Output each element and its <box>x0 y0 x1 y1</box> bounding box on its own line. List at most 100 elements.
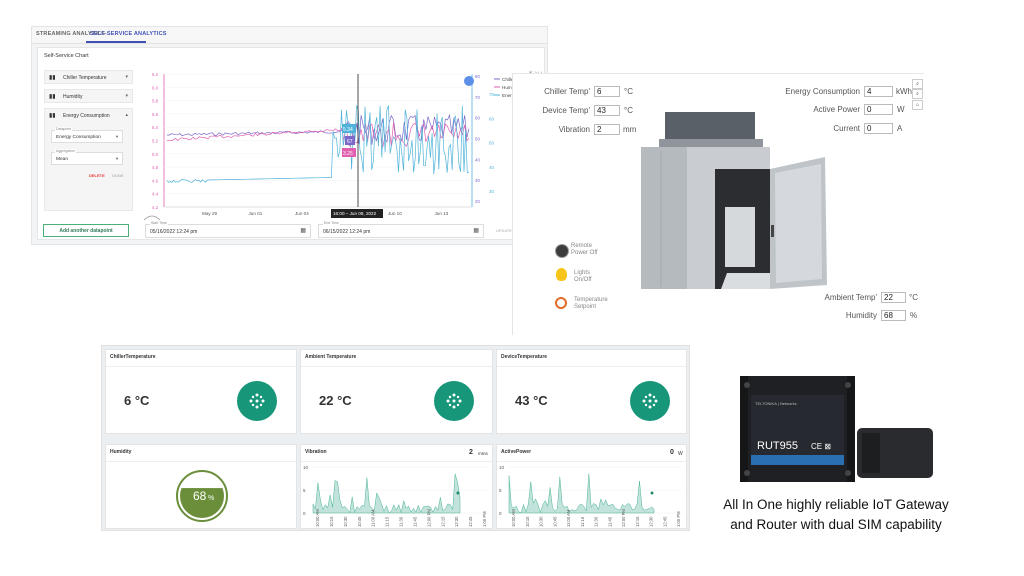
cold-room-container-image <box>641 112 827 289</box>
x-tick-label: 12:00 PM <box>621 509 626 527</box>
x-tick-label: 10:15 <box>329 516 334 527</box>
x-tick-label: May 29 <box>202 211 218 216</box>
zoom-out-icon[interactable]: ⌕ <box>912 89 923 99</box>
datapoint-energy-consumption[interactable]: ▮▮ Energy Consumption ▴ Datapoint Energy… <box>44 108 133 211</box>
right-axis-ticks: 80 70 60 50 40 30 20 <box>475 74 480 204</box>
x-tick-label: 10:00 AM <box>511 509 516 527</box>
delete-button[interactable]: DELETE <box>89 173 105 178</box>
right-tick-label: 80 <box>475 74 480 79</box>
x-tick-label: 11:30 <box>399 516 404 527</box>
end-time-input[interactable]: End Time 06/15/2022 12:24 pm ▦ <box>318 221 484 238</box>
router-caption-line2: and Router with dual SIM capability <box>730 517 942 532</box>
analytics-tabbar: STREAMING ANALYTICS SELF-SERVICE ANALYTI… <box>32 27 547 44</box>
router-model-label: RUT955 <box>757 440 798 452</box>
x-tick-label: Jun 04 <box>295 211 309 216</box>
start-time-label: Start Time <box>150 221 168 225</box>
calendar-icon[interactable]: ▦ <box>473 228 479 234</box>
tile-title: Ambient Temperature <box>305 354 357 360</box>
chevron-up-icon[interactable]: ▴ <box>125 112 128 118</box>
tile-value: 43 °C <box>515 393 548 408</box>
energy-consumption-value: 4 <box>864 86 893 97</box>
x-tick-label: 12:30 <box>649 516 654 527</box>
snowflake-icon <box>237 381 277 421</box>
zoom-in-icon[interactable]: ⌕ <box>912 79 923 89</box>
chart-series <box>166 105 470 183</box>
dashboard-panel: ChillerTemperature 6 °C Ambient Temperat… <box>101 345 690 531</box>
left-tick-label: 5.6 <box>152 112 159 117</box>
energy-consumption-label: Energy Consumption <box>785 87 860 96</box>
home-icon[interactable]: ⌂ <box>912 100 923 110</box>
x-tick-label: Jun 13 <box>435 211 449 216</box>
datapoint-chiller-temperature[interactable]: ▮▮ Chiller Temperature ▾ <box>44 70 133 84</box>
router-caption-line1: All In One highly reliable IoT Gateway <box>723 497 949 512</box>
aggregation-select[interactable]: Aggregation Mean ▼ <box>51 149 123 165</box>
tile-title: ChillerTemperature <box>110 354 156 360</box>
tooltip-chip-energy <box>342 124 356 133</box>
chiller-temperature-tile: ChillerTemperature 6 °C <box>105 349 297 434</box>
right-tick-label: 30 <box>475 178 480 183</box>
humidity-gauge: 68 % <box>176 470 228 522</box>
tab-self-service-analytics[interactable]: SELF-SERVICE ANALYTICS <box>90 31 167 37</box>
chiller-temp-series <box>166 113 470 145</box>
dropdown-arrow-icon: ▼ <box>115 156 119 161</box>
energy-consumption-series <box>166 105 470 183</box>
active-tab-indicator <box>86 41 146 43</box>
y-tick-label: 5 <box>303 488 306 493</box>
humidity-value: 68 <box>881 310 906 321</box>
done-button[interactable]: DONE <box>112 173 124 178</box>
chart-icon: ▮▮ <box>49 75 56 81</box>
datapoint-select[interactable]: Datapoint Energy Consumption ▼ <box>51 127 123 143</box>
update-button[interactable]: UPDATE <box>496 228 512 233</box>
left-tick-label: 5.2 <box>152 139 159 144</box>
active-power-value: 0 <box>864 104 893 115</box>
x-tick-label: 10:30 <box>539 516 544 527</box>
chevron-down-icon[interactable]: ▾ <box>125 74 128 80</box>
legend-label: Humidity <box>502 85 521 90</box>
x-tick-label: 11:15 <box>580 516 585 527</box>
x-tick-label: 1:00 PM <box>482 511 487 527</box>
range-navigator[interactable] <box>143 215 161 221</box>
tab-streaming-analytics[interactable]: STREAMING ANALYTICS <box>36 31 106 37</box>
power-current-value: 0 <box>670 449 674 456</box>
device-temp-value: 43 <box>594 105 620 116</box>
card-title: Self-Service Chart <box>44 53 89 59</box>
ce-mark-icon: CE ⊠ <box>811 442 831 451</box>
chiller-temp-value: 6 <box>594 86 620 97</box>
bulb-icon[interactable] <box>556 268 567 281</box>
y-tick-label: 0 <box>499 511 502 516</box>
chart-zoom-button[interactable] <box>464 76 474 86</box>
chevron-down-icon[interactable]: ▾ <box>125 93 128 99</box>
tile-title: ActivePower <box>501 449 532 455</box>
power-icon[interactable] <box>555 244 569 258</box>
right-tick-label: 60 <box>475 116 480 121</box>
chart-icon: ▮▮ <box>49 113 56 119</box>
calendar-icon[interactable]: ▦ <box>300 228 306 234</box>
temperature-setpoint-label: Temperature Setpoint <box>574 297 608 310</box>
x-tick-label: 10:30 <box>343 516 348 527</box>
tile-title: DeviceTemperature <box>501 354 548 360</box>
crosshair-tooltip-text: 16:00 – Jun 08, 2022 <box>333 211 377 216</box>
tile-value: 22 °C <box>319 393 352 408</box>
snowflake-icon <box>630 381 670 421</box>
x-tick-label: Jun 01 <box>249 211 263 216</box>
active-power-tile: ActivePower 0 W 10 5 0 10:00 AM 10:15 10:30 10… <box>496 444 687 529</box>
datapoint-humidity[interactable]: ▮▮ Humidity ▾ <box>44 89 133 103</box>
humidity-gauge-unit: % <box>208 495 214 502</box>
datapoint-label: Humidity <box>63 94 83 100</box>
lights-label: Lights On/Off <box>574 270 592 283</box>
left-tick-label: 5.8 <box>152 99 159 104</box>
tile-title: Humidity <box>110 449 132 455</box>
analytics-chart[interactable]: 6.2 6.0 5.8 5.6 5.4 5.2 5.0 4.8 4.6 4.4 4.2 80 70 60… <box>142 70 542 240</box>
vibration-current-value: 2 <box>469 449 473 456</box>
gauge-icon[interactable] <box>555 297 567 309</box>
current-point <box>650 491 654 495</box>
x-tick-label: 11:00 AM <box>371 509 376 527</box>
energy-consumption-unit: kWh <box>896 87 912 96</box>
start-time-input[interactable]: Start Time 05/16/2022 12:24 pm ▦ <box>145 221 311 238</box>
x-tick-label: 10:45 <box>357 516 362 527</box>
add-datapoint-button[interactable]: Add another datapoint <box>43 224 129 237</box>
humidity-gauge-value: 68 <box>193 489 207 503</box>
power-current-unit: W <box>678 451 683 457</box>
outer-tick-label: 70 <box>489 92 494 97</box>
